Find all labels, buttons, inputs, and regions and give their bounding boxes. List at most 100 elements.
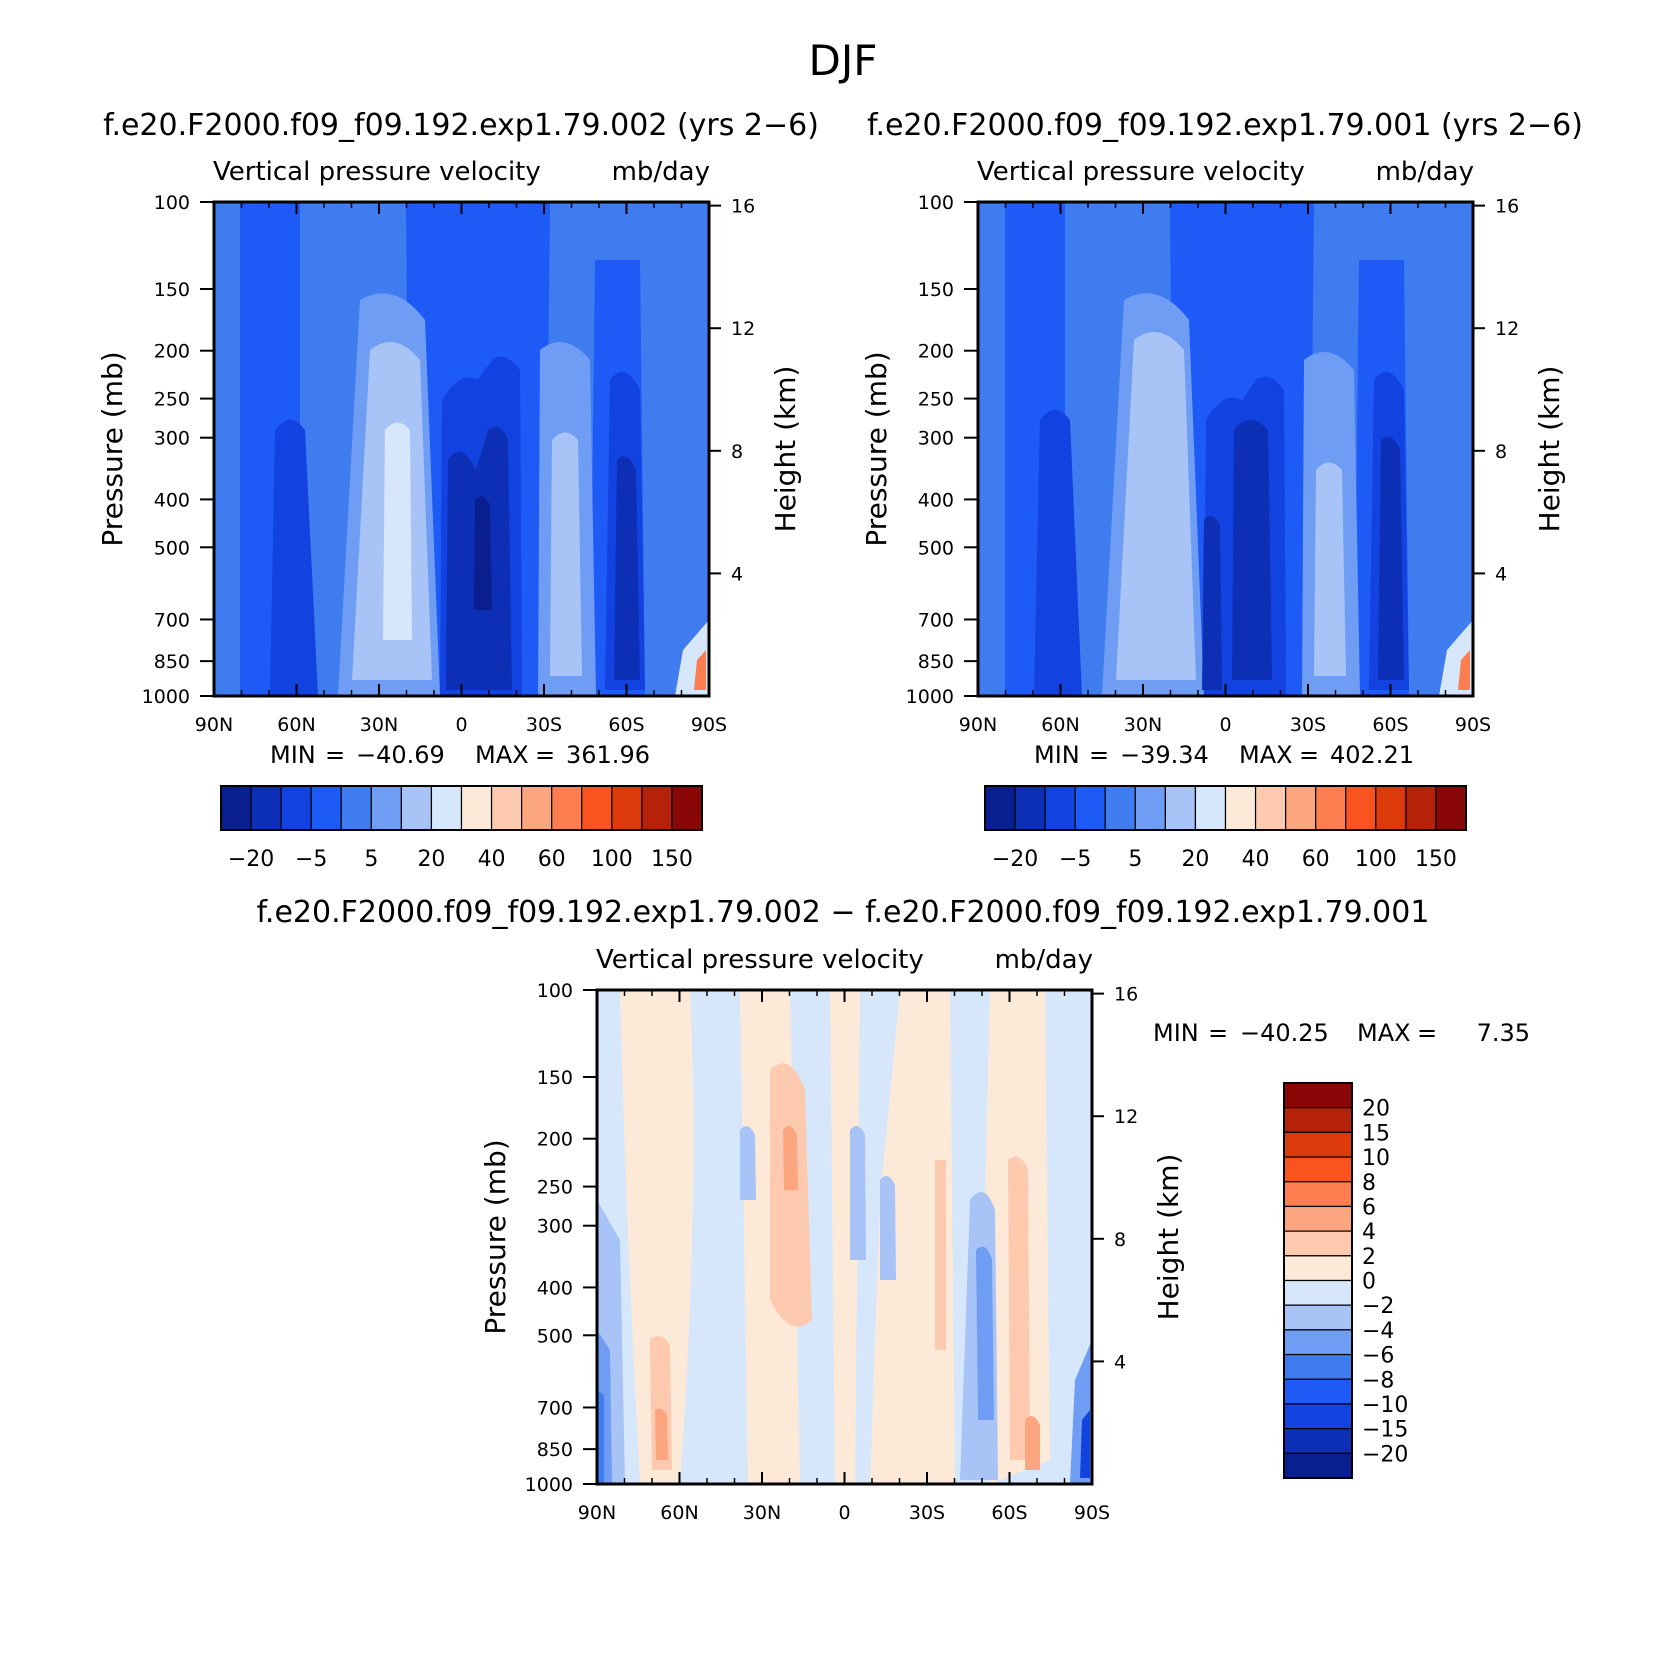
panel-3: f.e20.F2000.f09_f09.192.exp1.79.002 − f.… [257,895,1530,1524]
colorbar-swatch [1285,785,1317,831]
panel-1-stats: MIN = −40.69 MAX = 361.96 [270,741,650,769]
y-tick-label: 700 [154,609,190,631]
panel-2-subtitle-right: mb/day [1376,157,1474,187]
panel-2-min-label: MIN [1034,741,1080,769]
panel-1-max-label: MAX [475,741,529,769]
colorbar-label: −15 [1362,1418,1408,1443]
y2-tick-label: 4 [731,563,743,585]
panel-3-min-eq: = [1208,1019,1228,1047]
panel-2-colorbar: −20 −5 5 20 40 60 100 150 [984,785,1467,872]
colorbar-swatch [1044,785,1076,831]
panel-1-min-label: MIN [270,741,316,769]
panel-2-min-eq: = [1089,741,1109,769]
y-tick-label: 850 [918,651,954,673]
colorbar-swatch [611,785,643,831]
x-tick-label: 30S [909,1502,945,1524]
y2-tick-label: 12 [1495,318,1519,340]
y-tick-label: 1000 [525,1474,573,1496]
panel-3-max-label: MAX [1357,1019,1411,1047]
colorbar-swatch [220,785,252,831]
colorbar-label: 2 [1362,1245,1376,1270]
panel-1-colorbar: −20 −5 5 20 40 60 100 150 [220,785,703,872]
colorbar-swatch [1315,785,1347,831]
colorbar-swatch [984,785,1016,831]
panel-1-min-value: −40.69 [356,741,445,769]
colorbar-swatch [1283,1082,1353,1109]
y-tick-label: 200 [537,1129,573,1151]
colorbar-label: −20 [992,847,1038,872]
y-tick-label: 150 [537,1067,573,1089]
colorbar-swatch [1283,1181,1353,1208]
y-tick-label: 100 [537,980,573,1002]
colorbar-swatch [1283,1452,1353,1479]
panel-2-axes: 90N 60N 30N 0 30S 60S 90S 100 150 200 250 300 400 500… [906,192,1520,736]
panel-1-y2label: Height (km) [769,366,802,533]
colorbar-swatch [310,785,342,831]
colorbar-label: 60 [1302,847,1330,872]
panel-1-subtitle-right: mb/day [612,157,710,187]
colorbar-swatch [551,785,583,831]
colorbar-label: 10 [1362,1146,1390,1171]
panel-2-max-value: 402.21 [1330,741,1414,769]
colorbar-label: −20 [228,847,274,872]
colorbar-swatch [1014,785,1046,831]
x-tick-label: 60S [991,1502,1027,1524]
colorbar-swatch [1224,785,1257,831]
panel-1-field [214,202,709,696]
colorbar-swatch [1134,785,1166,831]
colorbar-label: −5 [295,847,327,872]
colorbar-label: −8 [1362,1368,1394,1393]
panel-3-y2label: Height (km) [1152,1154,1185,1321]
y-tick-label: 1000 [142,686,190,708]
y-tick-label: 250 [918,389,954,411]
colorbar-swatch [581,785,613,831]
figure-title: DJF [809,36,878,85]
colorbar-label: 20 [1362,1097,1390,1122]
colorbar-swatch [641,785,673,831]
colorbar-label: 15 [1362,1121,1390,1146]
y2-tick-label: 16 [1495,196,1519,218]
colorbar-swatch [1375,785,1407,831]
y-tick-label: 400 [918,489,954,511]
y2-tick-label: 12 [1114,1106,1138,1128]
y-tick-label: 300 [154,428,190,450]
panel-3-field [597,990,1092,1484]
colorbar-swatch [1283,1329,1353,1356]
panel-2-field [978,202,1473,696]
colorbar-label: −4 [1362,1319,1394,1344]
colorbar-label: 100 [591,847,633,872]
panel-1-subtitle-left: Vertical pressure velocity [213,157,541,187]
panel-3-subtitle-right: mb/day [995,945,1093,975]
colorbar-swatch [671,785,703,831]
y2-tick-label: 4 [1114,1351,1126,1373]
x-tick-label: 60N [660,1502,698,1524]
colorbar-label: 0 [1362,1270,1376,1295]
panel-1-axes: 90N 60N 30N 0 30S 60S 90S 100 150 200 250 300 400 500… [142,192,756,736]
y2-tick-label: 8 [731,441,743,463]
y2-tick-label: 4 [1495,563,1507,585]
x-tick-label: 60N [277,714,315,736]
colorbar-swatch [1254,785,1287,831]
colorbar-swatch [1435,785,1467,831]
x-tick-label: 90N [578,1502,616,1524]
colorbar-swatch [430,785,463,831]
x-tick-label: 90S [691,714,727,736]
y-tick-label: 700 [918,609,954,631]
y-tick-label: 400 [537,1277,573,1299]
colorbar-swatch [1283,1230,1353,1257]
colorbar-swatch [1283,1378,1353,1405]
colorbar-swatch [1345,785,1377,831]
colorbar-swatch [1283,1353,1353,1380]
y-tick-label: 850 [537,1439,573,1461]
panel-3-min-label: MIN [1153,1019,1199,1047]
x-tick-label: 30S [1290,714,1326,736]
x-tick-label: 60S [1372,714,1408,736]
colorbar-swatch [1164,785,1197,831]
panel-1-max-eq: = [535,741,555,769]
y-tick-label: 100 [918,192,954,214]
panel-1-title: f.e20.F2000.f09_f09.192.exp1.79.002 (yrs… [103,108,819,143]
x-tick-label: 0 [838,1502,850,1524]
panel-1: f.e20.F2000.f09_f09.192.exp1.79.002 (yrs… [96,108,819,872]
panel-3-min-value: −40.25 [1240,1019,1329,1047]
y2-tick-label: 16 [731,196,755,218]
